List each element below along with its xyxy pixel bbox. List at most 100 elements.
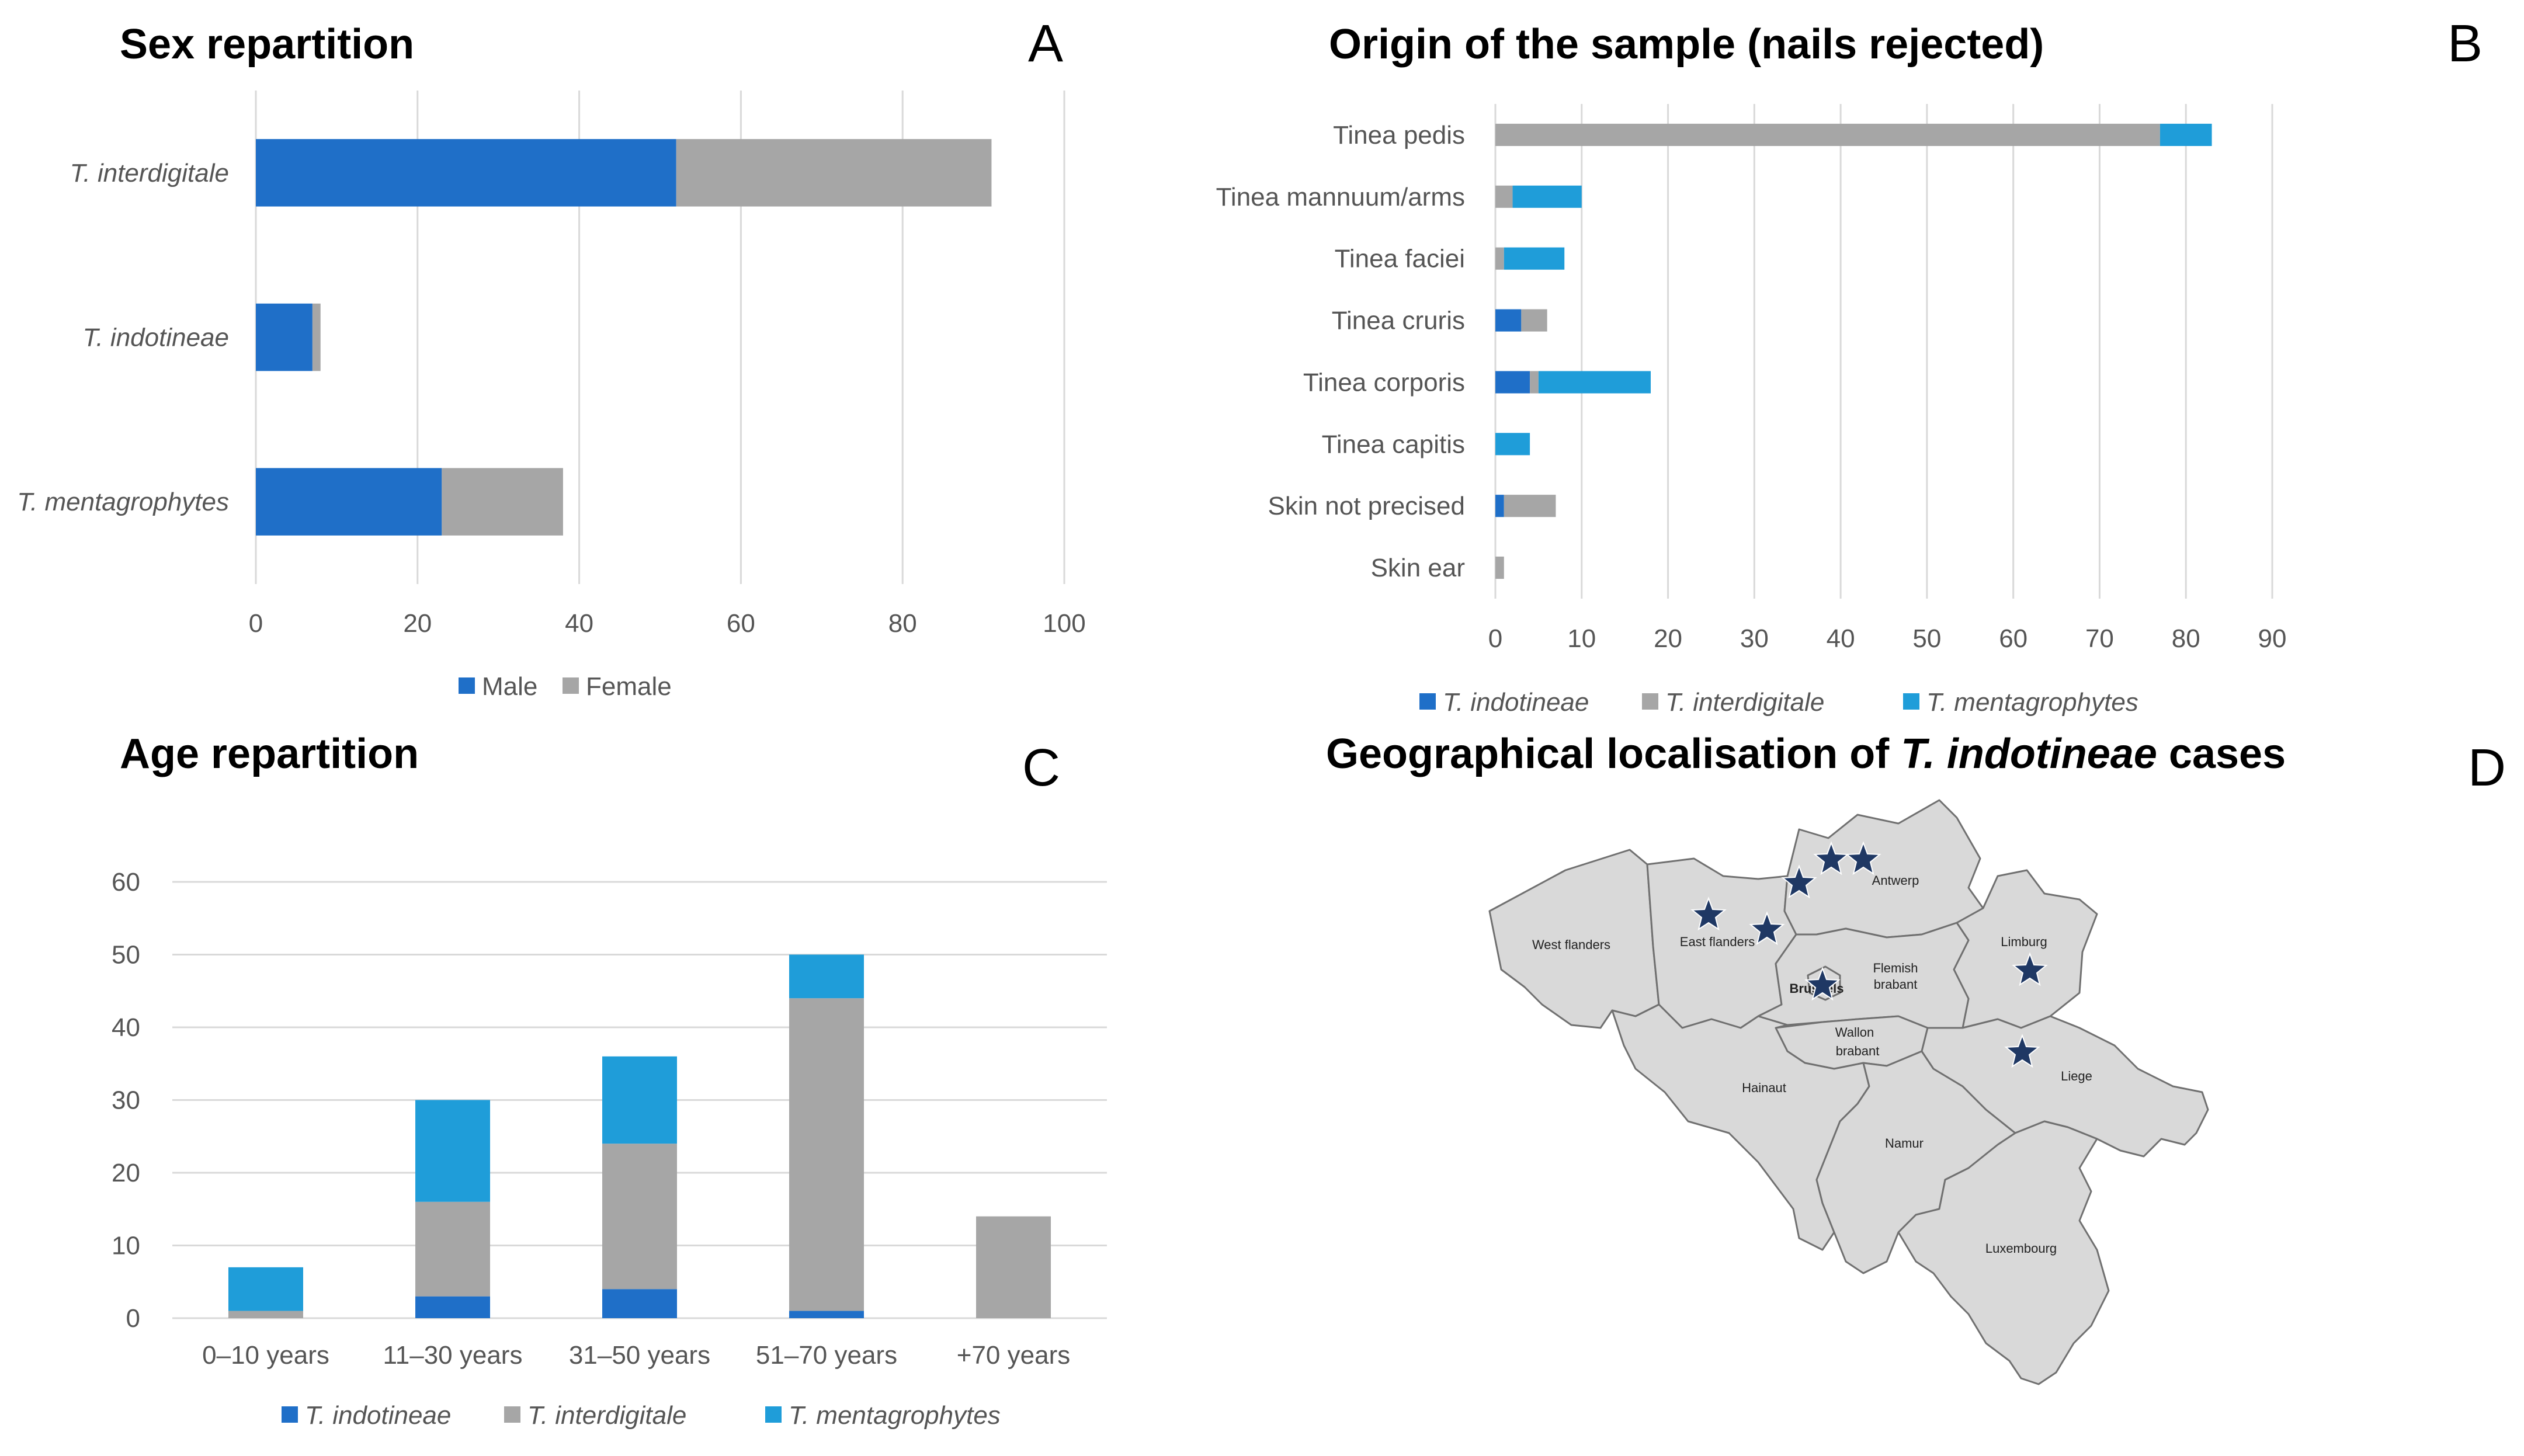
panel-c-legend: T. indotineae T. interdigitale T. mentagro… <box>282 1401 1001 1430</box>
panel-a-title: Sex repartition <box>120 21 414 68</box>
legend-label-t-interdigitale: T. interdigitale <box>527 1401 686 1430</box>
label-luxembourg: Luxembourg <box>1985 1241 2057 1256</box>
bar-male-t-mentagrophytes <box>256 468 442 536</box>
category-label: Tinea capitis <box>1322 430 1465 458</box>
bar-t-mentagrophytes-tinea-capitis <box>1495 433 1530 456</box>
legend-swatch-t-indotineae <box>1419 693 1436 710</box>
panel-b-title: Origin of the sample (nails rejected) <box>1329 21 2044 68</box>
legend-swatch-female <box>563 677 579 694</box>
panel-c-bars <box>228 954 1051 1318</box>
y-tick-label: 0 <box>126 1304 140 1333</box>
y-tick-label: 30 <box>112 1086 140 1115</box>
legend-swatch-t-mentagrophytes <box>765 1406 782 1423</box>
case-star-icon <box>1781 864 1817 899</box>
x-tick-label: 10 <box>1567 624 1596 653</box>
bar-t-interdigitale-tinea-corporis <box>1530 371 1539 394</box>
x-tick-label: 90 <box>2258 624 2287 653</box>
panel-d-label: D <box>2468 739 2506 797</box>
bar-t-interdigitale-tinea-cruris <box>1521 309 1547 332</box>
panel-b-category-labels: Tinea pedis Tinea mannuum/arms Tinea facie… <box>1216 121 1465 582</box>
bar-t-interdigitale-31-50-years <box>602 1144 677 1290</box>
category-label: Tinea pedis <box>1333 121 1465 150</box>
x-tick-label: 50 <box>1912 624 1941 653</box>
panel-c-y-ticks: 0 10 20 30 40 50 60 <box>112 868 140 1333</box>
category-label: 31–50 years <box>569 1341 710 1370</box>
legend-label-male: Male <box>482 672 537 701</box>
x-tick-label: 0 <box>249 609 263 638</box>
case-star-icon <box>1845 841 1881 875</box>
label-limburg: Limburg <box>2001 934 2047 949</box>
panel-d-title: Geographical localisation of T. indotine… <box>1326 731 2286 777</box>
label-antwerp: Antwerp <box>1872 873 1919 888</box>
x-tick-label: 40 <box>1827 624 1855 653</box>
bar-t-indotineae-11-30-years <box>415 1296 490 1318</box>
legend-swatch-t-interdigitale <box>504 1406 520 1423</box>
label-walloon-brabant-1: Wallon <box>1835 1025 1874 1040</box>
bar-t-indotineae-skin-not-precised <box>1495 495 1504 517</box>
label-liege: Liege <box>2061 1069 2092 1083</box>
legend-swatch-male <box>459 677 475 694</box>
panel-a-sex-repartition: Sex repartition A T. interdigitale T. ind… <box>17 15 1086 701</box>
region-luxembourg <box>1897 1120 2110 1385</box>
category-label: Tinea cruris <box>1332 307 1465 335</box>
x-tick-label: 0 <box>1488 624 1502 653</box>
x-tick-label: 100 <box>1043 609 1085 638</box>
bar-t-indotineae-51-70-years <box>789 1311 864 1318</box>
category-label: T. mentagrophytes <box>17 488 229 516</box>
panel-b-legend: T. indotineae T. interdigitale T. mentagro… <box>1419 688 2138 717</box>
bar-t-mentagrophytes-tinea-pedis <box>2160 123 2212 146</box>
category-label: T. interdigitale <box>70 159 229 187</box>
panel-c-label: C <box>1022 739 1060 797</box>
bar-t-interdigitale-11-30-years <box>415 1201 490 1297</box>
legend-label-t-indotineae: T. indotineae <box>305 1401 451 1430</box>
x-tick-label: 40 <box>565 609 593 638</box>
x-tick-label: 30 <box>1740 624 1769 653</box>
y-tick-label: 20 <box>112 1159 140 1187</box>
category-label: 51–70 years <box>756 1341 897 1370</box>
label-hainaut: Hainaut <box>1742 1080 1786 1095</box>
panel-a-category-labels: T. interdigitale T. indotineae T. mentagro… <box>17 159 229 516</box>
bar-t-indotineae-31-50-years <box>602 1289 677 1318</box>
panel-c-age-repartition: Age repartition C 0–10 years 11–30 years 3… <box>112 731 1107 1430</box>
panel-d-title-pre: Geographical localisation of <box>1326 731 1901 777</box>
case-markers <box>1690 841 2048 1068</box>
label-east-flanders: East flanders <box>1680 934 1755 949</box>
panel-c-category-labels: 0–10 years 11–30 years 31–50 years 51–70 ye… <box>202 1341 1070 1370</box>
bar-t-interdigitale-tinea-pedis <box>1495 123 2160 146</box>
bar-male-t-interdigitale <box>256 139 676 207</box>
case-star-icon <box>1749 911 1785 946</box>
region-limburg <box>1953 869 2098 1029</box>
label-walloon-brabant-2: brabant <box>1836 1044 1880 1058</box>
category-label: 11–30 years <box>383 1341 523 1370</box>
label-namur: Namur <box>1885 1136 1924 1151</box>
panel-d-geographical-map: Geographical localisation of T. indotine… <box>1326 731 2506 1385</box>
bar-female-t-interdigitale <box>676 139 992 207</box>
panel-a-x-ticks: 0 20 40 60 80 100 <box>249 609 1086 638</box>
bar-t-indotineae-tinea-cruris <box>1495 309 1522 332</box>
x-tick-label: 80 <box>888 609 917 638</box>
legend-swatch-t-indotineae <box>282 1406 298 1423</box>
label-flemish-brabant-2: brabant <box>1874 977 1918 992</box>
panel-b-x-ticks: 0 10 20 30 40 50 60 70 80 90 <box>1488 624 2287 653</box>
panel-b-label: B <box>2447 15 2483 73</box>
category-label: Tinea faciei <box>1335 245 1465 273</box>
panel-d-title-species: T. indotineae <box>1901 731 2157 777</box>
x-tick-label: 60 <box>727 609 755 638</box>
label-west-flanders: West flanders <box>1532 937 1610 952</box>
bar-female-t-indotineae <box>312 303 321 371</box>
bar-t-interdigitale-skin-not-precised <box>1504 495 1556 517</box>
panel-b-sample-origin: Origin of the sample (nails rejected) B … <box>1216 15 2483 717</box>
x-tick-label: 20 <box>1654 624 1682 653</box>
bar-t-mentagrophytes-11-30-years <box>415 1100 490 1202</box>
legend-label-female: Female <box>586 672 672 701</box>
legend-swatch-t-mentagrophytes <box>1903 693 1919 710</box>
legend-label-t-mentagrophytes: T. mentagrophytes <box>789 1401 1001 1430</box>
panel-a-label: A <box>1028 15 1063 73</box>
bar-t-interdigitale-skin-ear <box>1495 557 1504 579</box>
panel-b-bars <box>1495 123 2212 579</box>
legend-label-t-mentagrophytes: T. mentagrophytes <box>1926 688 2138 717</box>
bar-t-mentagrophytes-31-50-years <box>602 1056 677 1144</box>
bar-t-interdigitale-70-years <box>976 1216 1051 1318</box>
